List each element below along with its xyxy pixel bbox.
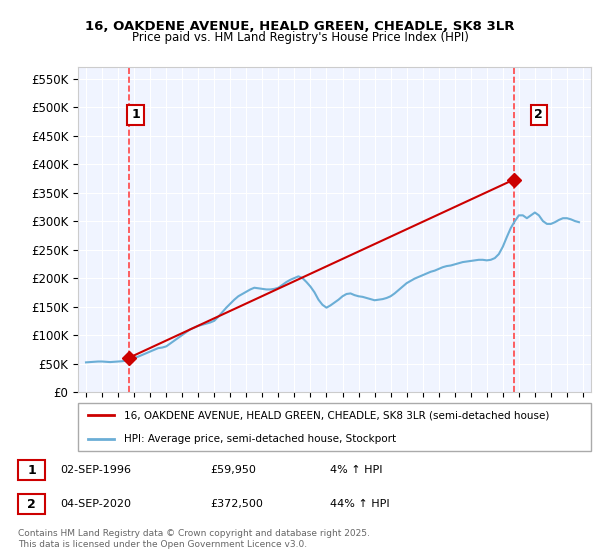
Text: 04-SEP-2020: 04-SEP-2020	[60, 499, 131, 509]
FancyBboxPatch shape	[18, 460, 45, 480]
Text: £372,500: £372,500	[210, 499, 263, 509]
Text: 2: 2	[27, 497, 36, 511]
Text: HPI: Average price, semi-detached house, Stockport: HPI: Average price, semi-detached house,…	[124, 434, 396, 444]
Text: 16, OAKDENE AVENUE, HEALD GREEN, CHEADLE, SK8 3LR (semi-detached house): 16, OAKDENE AVENUE, HEALD GREEN, CHEADLE…	[124, 410, 550, 420]
FancyBboxPatch shape	[78, 403, 591, 451]
Text: Price paid vs. HM Land Registry's House Price Index (HPI): Price paid vs. HM Land Registry's House …	[131, 31, 469, 44]
Text: 1: 1	[27, 464, 36, 477]
Text: 2: 2	[535, 109, 543, 122]
FancyBboxPatch shape	[18, 494, 45, 514]
Text: 1: 1	[131, 109, 140, 122]
Text: £59,950: £59,950	[210, 465, 256, 475]
Text: Contains HM Land Registry data © Crown copyright and database right 2025.
This d: Contains HM Land Registry data © Crown c…	[18, 529, 370, 549]
Text: 4% ↑ HPI: 4% ↑ HPI	[330, 465, 383, 475]
Text: 16, OAKDENE AVENUE, HEALD GREEN, CHEADLE, SK8 3LR: 16, OAKDENE AVENUE, HEALD GREEN, CHEADLE…	[85, 20, 515, 32]
Text: 44% ↑ HPI: 44% ↑ HPI	[330, 499, 389, 509]
Text: 02-SEP-1996: 02-SEP-1996	[60, 465, 131, 475]
